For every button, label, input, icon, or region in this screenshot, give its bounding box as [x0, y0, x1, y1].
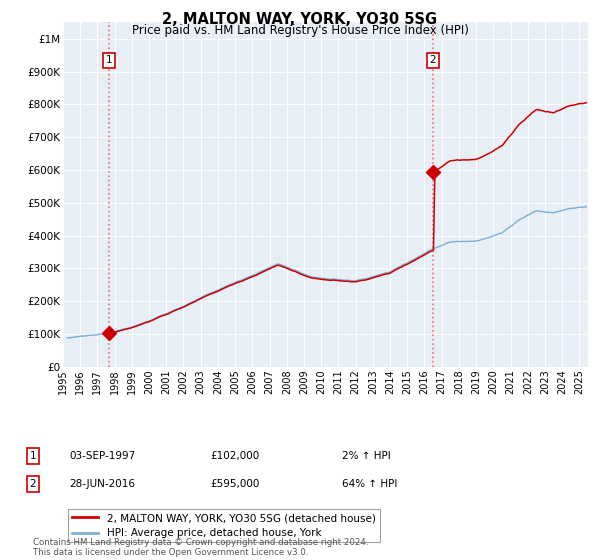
Text: £102,000: £102,000 [210, 451, 259, 461]
Text: 2, MALTON WAY, YORK, YO30 5SG: 2, MALTON WAY, YORK, YO30 5SG [163, 12, 437, 27]
Text: 64% ↑ HPI: 64% ↑ HPI [342, 479, 397, 489]
Text: Contains HM Land Registry data © Crown copyright and database right 2024.
This d: Contains HM Land Registry data © Crown c… [33, 538, 368, 557]
Legend: 2, MALTON WAY, YORK, YO30 5SG (detached house), HPI: Average price, detached hou: 2, MALTON WAY, YORK, YO30 5SG (detached … [68, 509, 380, 543]
Text: £595,000: £595,000 [210, 479, 259, 489]
Text: 2: 2 [29, 479, 37, 489]
Text: 03-SEP-1997: 03-SEP-1997 [69, 451, 135, 461]
Text: 28-JUN-2016: 28-JUN-2016 [69, 479, 135, 489]
Text: 2% ↑ HPI: 2% ↑ HPI [342, 451, 391, 461]
Text: 2: 2 [430, 55, 436, 65]
Text: 1: 1 [106, 55, 112, 65]
Text: 1: 1 [29, 451, 37, 461]
Text: Price paid vs. HM Land Registry's House Price Index (HPI): Price paid vs. HM Land Registry's House … [131, 24, 469, 36]
